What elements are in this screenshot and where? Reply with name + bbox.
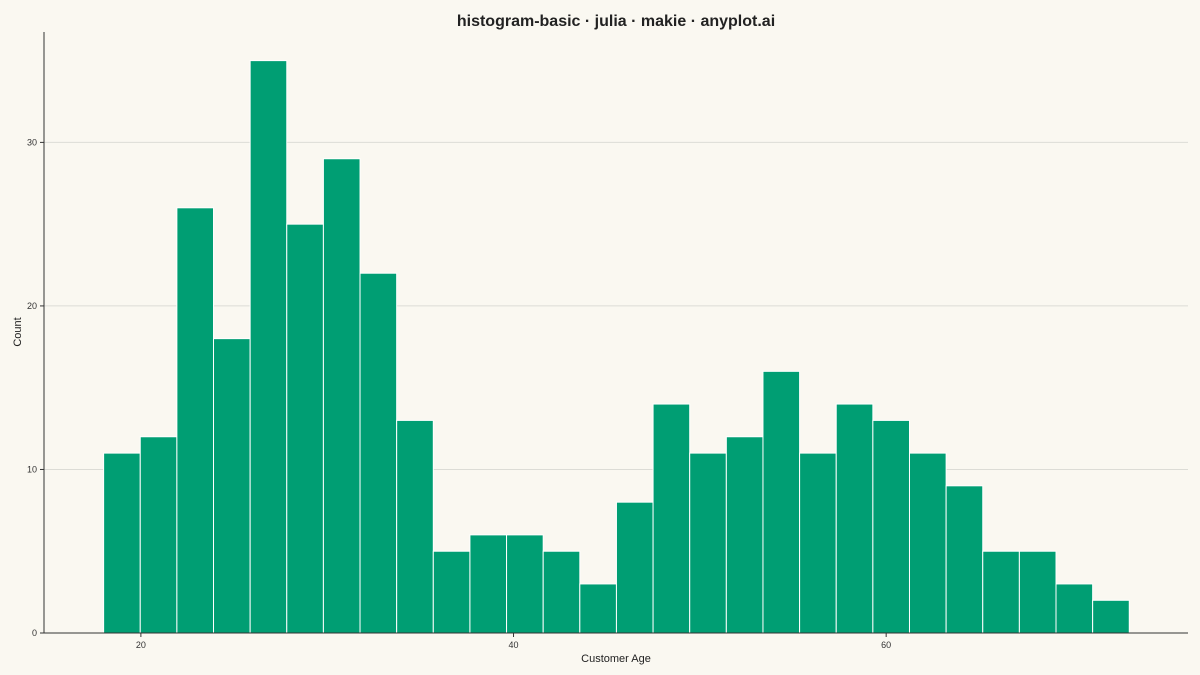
histogram-bar bbox=[945, 485, 984, 634]
x-axis-label: Customer Age bbox=[581, 653, 651, 665]
bars bbox=[103, 60, 1130, 634]
y-tick-label: 10 bbox=[27, 464, 37, 474]
histogram-bar bbox=[542, 550, 581, 634]
histogram-bar bbox=[213, 338, 251, 634]
x-tick-label: 60 bbox=[881, 640, 891, 650]
histogram-bar bbox=[1018, 550, 1057, 634]
y-axis-label: Count bbox=[12, 317, 24, 346]
histogram-bar bbox=[396, 419, 434, 634]
y-tick-label: 30 bbox=[27, 137, 37, 147]
histogram-bar bbox=[322, 158, 361, 634]
axes bbox=[43, 32, 1188, 634]
histogram-bar bbox=[139, 436, 178, 634]
histogram-bar bbox=[432, 550, 471, 634]
y-tick-label: 0 bbox=[32, 628, 37, 638]
histogram-bar bbox=[506, 534, 544, 634]
histogram-bar bbox=[908, 452, 947, 634]
histogram-bar bbox=[615, 501, 654, 634]
x-tick-label: 20 bbox=[136, 640, 146, 650]
histogram-bar bbox=[286, 223, 324, 634]
histogram-bar bbox=[359, 272, 398, 634]
histogram-bar bbox=[835, 403, 874, 634]
histogram-bar bbox=[762, 370, 801, 634]
histogram-bar bbox=[469, 534, 508, 634]
histogram-bar bbox=[1055, 583, 1094, 634]
histogram-bar bbox=[872, 419, 910, 634]
histogram-bar bbox=[652, 403, 691, 634]
histogram-bar bbox=[982, 550, 1020, 634]
x-tick-label: 40 bbox=[509, 640, 519, 650]
histogram-bar bbox=[689, 452, 727, 634]
histogram-bar bbox=[579, 583, 617, 634]
histogram-bar bbox=[176, 207, 215, 634]
y-ticks: 0 10 20 30 bbox=[27, 137, 44, 638]
histogram-bar bbox=[799, 452, 837, 634]
histogram-bar bbox=[249, 60, 288, 634]
y-tick-label: 20 bbox=[27, 301, 37, 311]
histogram-bar bbox=[725, 436, 764, 634]
histogram-bar bbox=[1092, 599, 1130, 634]
histogram-bar bbox=[103, 452, 141, 634]
chart-title: histogram-basic · julia · makie · anyplo… bbox=[457, 13, 775, 30]
x-ticks: 20 40 60 bbox=[136, 633, 891, 650]
